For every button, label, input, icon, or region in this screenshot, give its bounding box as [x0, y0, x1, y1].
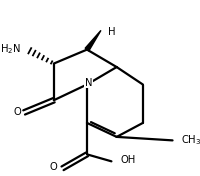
Text: OH: OH [120, 155, 135, 165]
Text: H$_2$N: H$_2$N [0, 43, 21, 56]
Text: H: H [108, 27, 115, 37]
Text: N: N [85, 78, 92, 88]
Text: CH$_3$: CH$_3$ [181, 133, 200, 147]
Polygon shape [85, 30, 101, 51]
Text: O: O [50, 162, 58, 172]
Text: O: O [13, 107, 21, 117]
